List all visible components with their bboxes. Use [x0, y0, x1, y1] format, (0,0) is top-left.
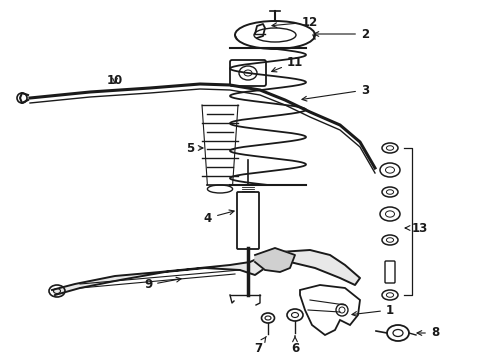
Text: 8: 8	[417, 327, 439, 339]
Polygon shape	[52, 255, 275, 295]
Text: 11: 11	[272, 55, 303, 72]
Polygon shape	[265, 250, 360, 285]
Text: 3: 3	[302, 84, 369, 101]
Text: 12: 12	[272, 15, 318, 28]
Text: 6: 6	[291, 336, 299, 355]
Text: 2: 2	[314, 27, 369, 41]
Polygon shape	[255, 248, 295, 272]
Text: 13: 13	[405, 221, 428, 234]
Text: 4: 4	[204, 210, 234, 225]
Text: 9: 9	[144, 277, 181, 292]
Text: 7: 7	[254, 337, 266, 355]
Text: 10: 10	[107, 73, 123, 86]
Text: 5: 5	[186, 141, 203, 154]
Text: 1: 1	[352, 303, 394, 316]
